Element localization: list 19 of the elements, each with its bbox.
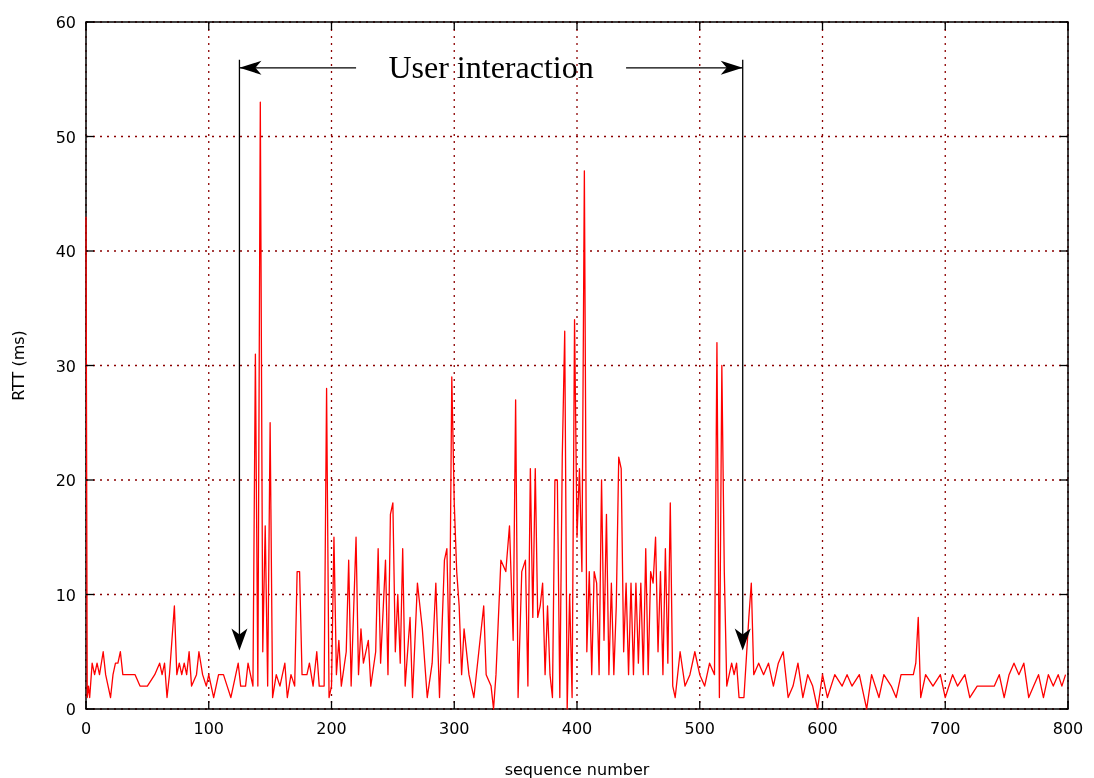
y-tick-label: 0 [65, 700, 76, 719]
x-tick-label: 600 [807, 719, 838, 738]
y-tick-label: 30 [55, 356, 76, 376]
x-tick-label: 700 [929, 719, 961, 738]
x-axis-title: sequence number [504, 760, 650, 778]
x-tick-label: 300 [438, 719, 470, 738]
x-tick-label: 400 [561, 719, 593, 738]
y-tick-label: 10 [55, 585, 76, 605]
y-axis-title: RTT (ms) [9, 330, 28, 401]
y-tick-label: 40 [55, 242, 76, 261]
x-tick-label: 100 [193, 719, 225, 738]
x-tick-label: 500 [684, 719, 716, 738]
x-tick-label: 800 [1052, 719, 1084, 738]
x-tick-label: 0 [80, 719, 92, 738]
y-tick-label: 20 [55, 471, 76, 490]
annotation: User interaction [388, 48, 594, 85]
x-tick-label: 200 [316, 719, 347, 738]
y-tick-label: 60 [55, 13, 76, 32]
y-tick-label: 50 [55, 127, 76, 147]
